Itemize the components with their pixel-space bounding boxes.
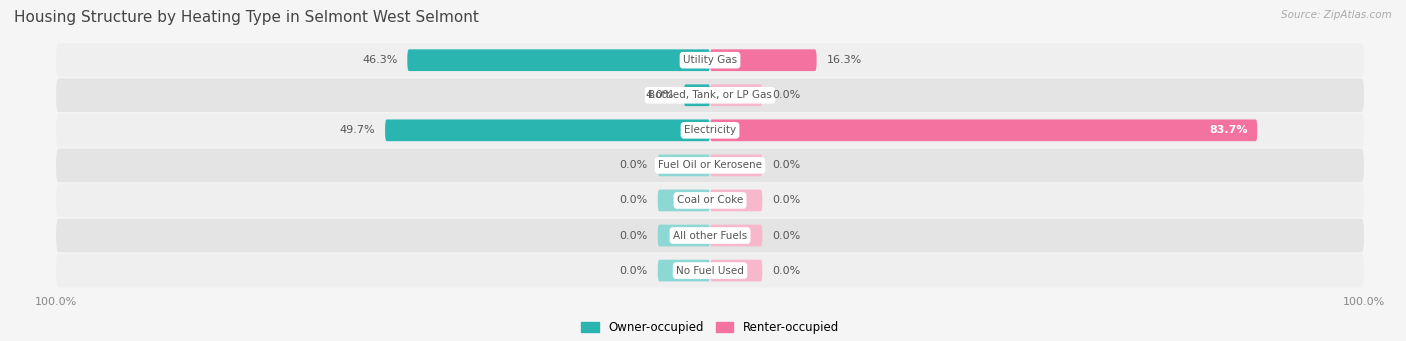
FancyBboxPatch shape <box>658 225 710 247</box>
Text: Housing Structure by Heating Type in Selmont West Selmont: Housing Structure by Heating Type in Sel… <box>14 10 479 25</box>
Text: All other Fuels: All other Fuels <box>673 231 747 240</box>
Text: Coal or Coke: Coal or Coke <box>676 195 744 205</box>
FancyBboxPatch shape <box>56 254 1364 287</box>
Text: 0.0%: 0.0% <box>620 266 648 276</box>
FancyBboxPatch shape <box>56 219 1364 252</box>
Text: 49.7%: 49.7% <box>340 125 375 135</box>
FancyBboxPatch shape <box>710 84 762 106</box>
FancyBboxPatch shape <box>658 190 710 211</box>
Legend: Owner-occupied, Renter-occupied: Owner-occupied, Renter-occupied <box>576 316 844 339</box>
FancyBboxPatch shape <box>710 154 762 176</box>
Text: 0.0%: 0.0% <box>620 231 648 240</box>
Text: 46.3%: 46.3% <box>363 55 398 65</box>
FancyBboxPatch shape <box>56 78 1364 112</box>
Text: Fuel Oil or Kerosene: Fuel Oil or Kerosene <box>658 160 762 170</box>
FancyBboxPatch shape <box>385 119 710 141</box>
FancyBboxPatch shape <box>710 119 1257 141</box>
FancyBboxPatch shape <box>56 183 1364 217</box>
Text: 0.0%: 0.0% <box>620 195 648 205</box>
Text: 0.0%: 0.0% <box>772 266 800 276</box>
FancyBboxPatch shape <box>710 190 762 211</box>
FancyBboxPatch shape <box>710 225 762 247</box>
Text: 0.0%: 0.0% <box>772 231 800 240</box>
Text: Bottled, Tank, or LP Gas: Bottled, Tank, or LP Gas <box>648 90 772 100</box>
Text: 0.0%: 0.0% <box>620 160 648 170</box>
FancyBboxPatch shape <box>56 114 1364 147</box>
Text: 0.0%: 0.0% <box>772 90 800 100</box>
Text: 83.7%: 83.7% <box>1209 125 1247 135</box>
Text: 0.0%: 0.0% <box>772 195 800 205</box>
Text: Electricity: Electricity <box>683 125 737 135</box>
Text: 4.0%: 4.0% <box>645 90 673 100</box>
FancyBboxPatch shape <box>658 154 710 176</box>
FancyBboxPatch shape <box>56 43 1364 77</box>
FancyBboxPatch shape <box>710 260 762 281</box>
Text: 16.3%: 16.3% <box>827 55 862 65</box>
FancyBboxPatch shape <box>408 49 710 71</box>
Text: Source: ZipAtlas.com: Source: ZipAtlas.com <box>1281 10 1392 20</box>
FancyBboxPatch shape <box>683 84 710 106</box>
Text: Utility Gas: Utility Gas <box>683 55 737 65</box>
Text: No Fuel Used: No Fuel Used <box>676 266 744 276</box>
Text: 0.0%: 0.0% <box>772 160 800 170</box>
FancyBboxPatch shape <box>710 49 817 71</box>
FancyBboxPatch shape <box>56 149 1364 182</box>
FancyBboxPatch shape <box>658 260 710 281</box>
